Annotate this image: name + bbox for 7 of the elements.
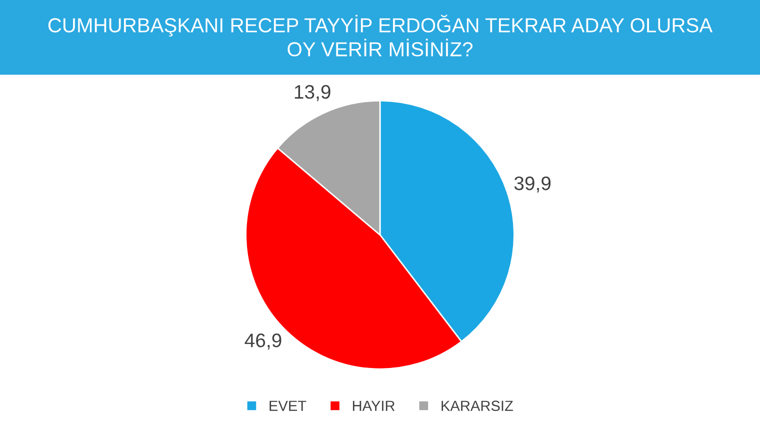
data-label: 13,9 [294,85,330,102]
data-label: 46,9 [244,334,282,350]
chart-title: CUMHURBAŞKANI RECEP TAYYİP ERDOĞAN TEKRAR ADAY OLURSA OY VERİR MİSİNİZ? [48,14,713,56]
data-label: 39,9 [514,176,551,193]
legend-label: KARARSIZ [442,400,513,411]
legend-label: EVET [270,400,306,411]
legend-label: HAYIR [352,400,395,411]
